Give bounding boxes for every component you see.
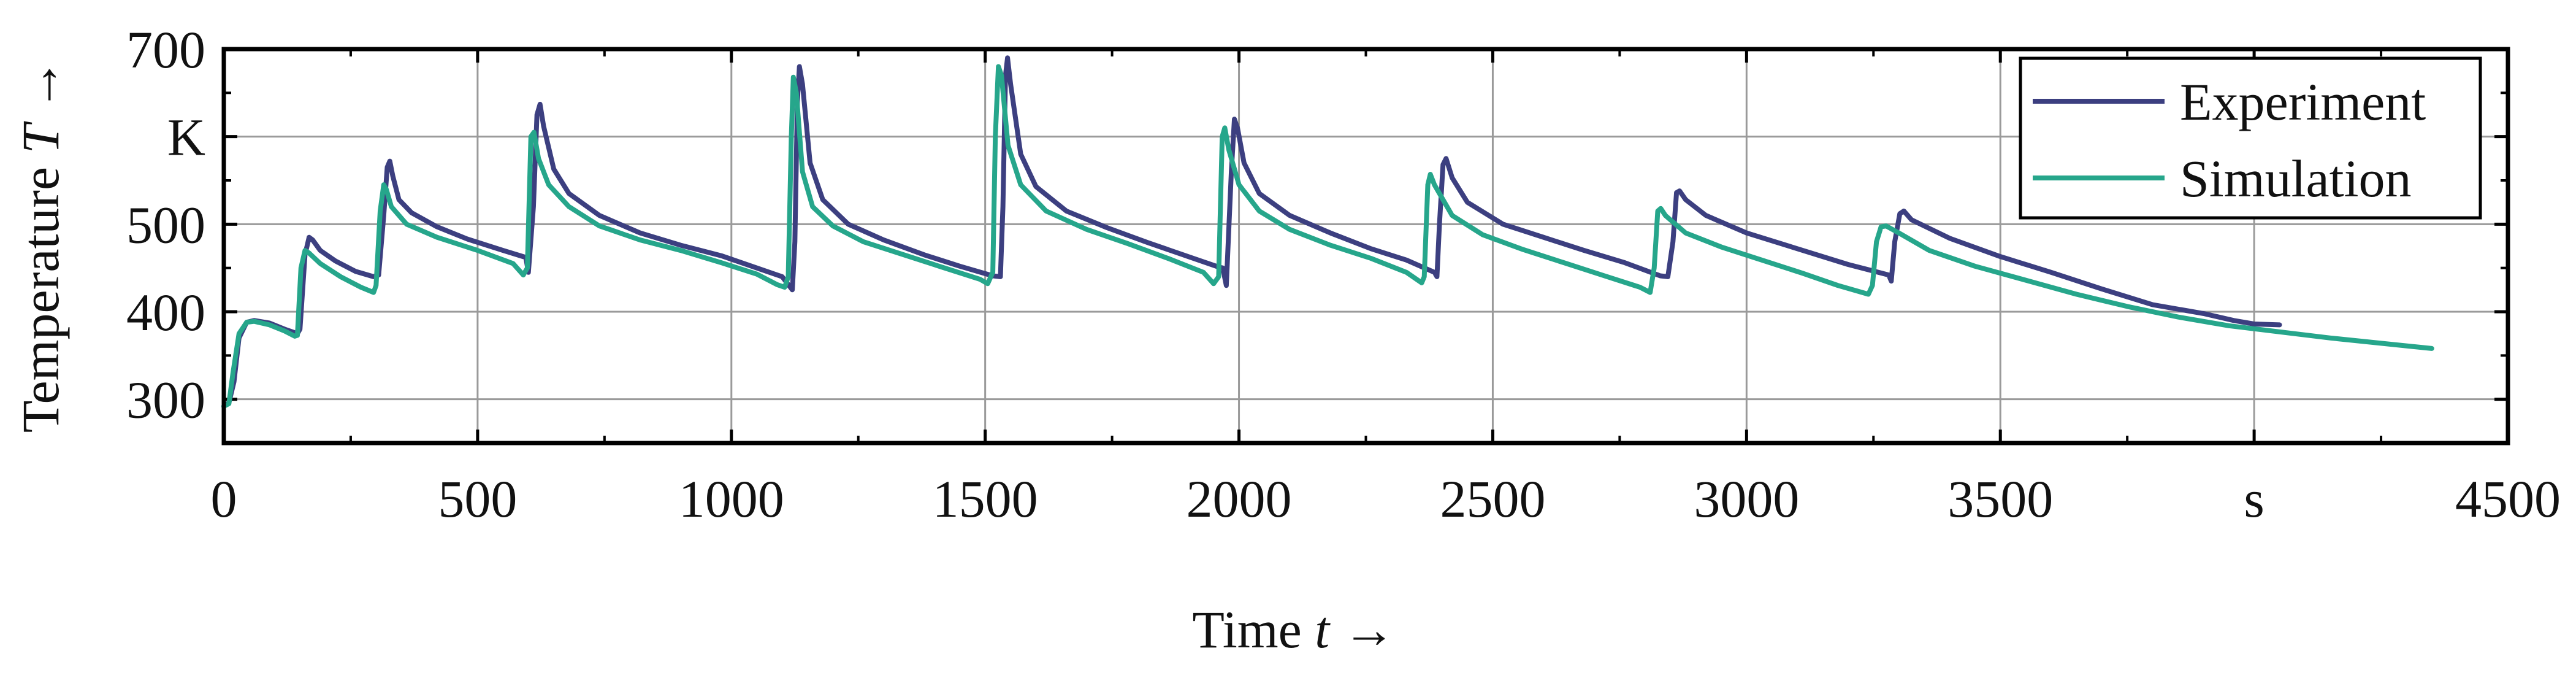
x-tick-labels: 0 500 1000 1500 2000 2500 3000 3500 s 4500 xyxy=(211,469,2561,528)
x-axis-title: Time t → xyxy=(1192,600,1395,659)
y-tick-label: 400 xyxy=(126,283,205,342)
x-tick-label: 2500 xyxy=(1440,469,1545,528)
y-tick-labels: 300 400 500 K 700 xyxy=(126,20,205,430)
x-tick-label: 3000 xyxy=(1694,469,1799,528)
data-series xyxy=(221,55,2434,409)
x-tick-label: 2000 xyxy=(1187,469,1292,528)
x-tick-label: s xyxy=(2244,469,2264,528)
y-tick-label: K xyxy=(167,108,205,167)
y-tick-label: 500 xyxy=(126,195,205,254)
x-tick-label: 500 xyxy=(438,469,517,528)
x-tick-label: 1000 xyxy=(679,469,784,528)
x-tick-label: 0 xyxy=(211,469,237,528)
y-tick-label: 300 xyxy=(126,371,205,430)
legend-label-simulation: Simulation xyxy=(2180,149,2411,208)
legend-box xyxy=(2019,56,2482,220)
plot-frame xyxy=(221,47,2510,446)
legend: Experiment Simulation xyxy=(2019,56,2482,220)
axis-ticks xyxy=(222,47,2510,443)
x-tick-label: 4500 xyxy=(2455,469,2561,528)
y-tick-label: 700 xyxy=(126,20,205,79)
x-tick-label: 3500 xyxy=(1947,469,2053,528)
series-line-simulation xyxy=(221,64,2434,409)
legend-label-experiment: Experiment xyxy=(2180,72,2426,131)
x-tick-label: 1500 xyxy=(933,469,1038,528)
y-axis-title: Temperature T → xyxy=(11,58,70,433)
